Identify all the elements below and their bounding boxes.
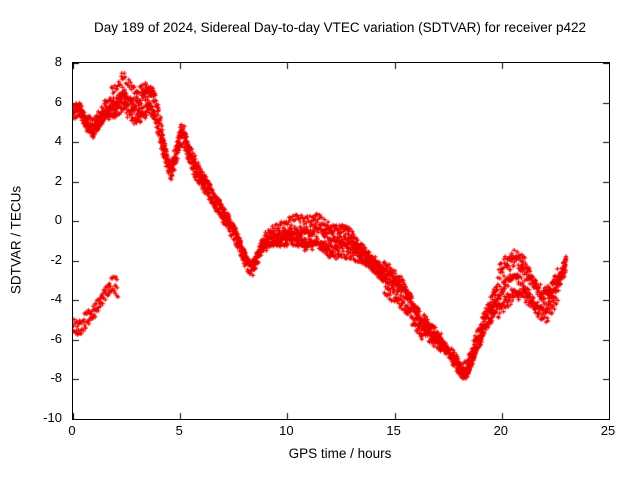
x-axis-label: GPS time / hours: [288, 446, 392, 461]
y-tick-label: 4: [54, 133, 62, 149]
y-tick-label: 6: [54, 93, 62, 109]
data-points-canvas: [73, 63, 609, 419]
y-tick-label: -2: [50, 251, 62, 267]
y-tick-label: -4: [50, 291, 62, 307]
y-tick-label: 0: [54, 212, 62, 228]
y-tick-label: -8: [50, 370, 62, 386]
y-tick-label: 8: [54, 54, 62, 69]
plot-area: [72, 62, 610, 420]
y-tick-label: 2: [54, 172, 62, 188]
chart-title: Day 189 of 2024, Sidereal Day-to-day VTE…: [94, 20, 586, 35]
y-axis-label: SDTVAR / TECUs: [8, 185, 24, 295]
x-tick-label: 25: [600, 423, 616, 438]
x-tick-label: 15: [386, 423, 401, 438]
x-tick-label: 0: [68, 423, 76, 438]
y-tick-label: -10: [43, 410, 62, 425]
x-tick-label: 20: [493, 423, 509, 438]
x-tick-label: 10: [279, 423, 294, 438]
y-tick-label: -6: [50, 330, 62, 346]
x-tick-label: 5: [175, 423, 183, 438]
